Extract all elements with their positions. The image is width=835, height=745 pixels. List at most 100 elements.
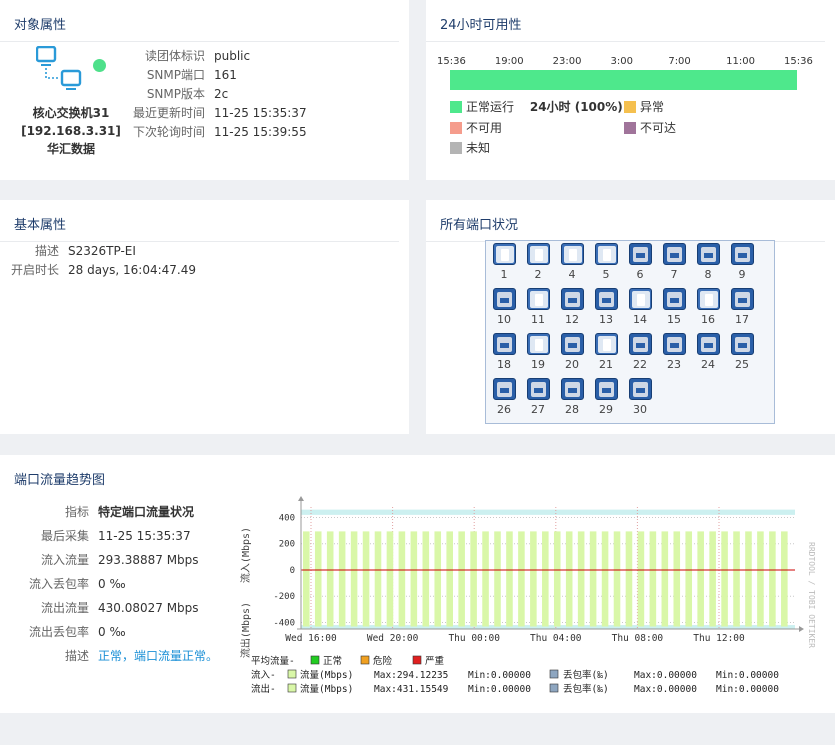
port-23[interactable]: 23 <box>662 333 686 371</box>
bar-out <box>769 569 776 627</box>
x-tick-label: Wed 20:00 <box>367 633 419 644</box>
port-9[interactable]: 9 <box>730 243 754 281</box>
bar-out <box>314 569 322 627</box>
bar-out <box>350 569 358 627</box>
port-number: 9 <box>738 268 746 281</box>
port-5[interactable]: 5 <box>594 243 618 281</box>
port-20[interactable]: 20 <box>560 333 584 371</box>
port-13[interactable]: 13 <box>594 288 618 326</box>
port-19[interactable]: 19 <box>526 333 550 371</box>
ethernet-jack-icon <box>495 246 514 263</box>
field-key: 读团体标识 <box>144 49 205 63</box>
x-axis-arrow <box>799 626 804 632</box>
device-ip: [192.168.3.31] <box>21 124 121 138</box>
port-number: 22 <box>633 358 647 371</box>
field-value: 161 <box>214 68 237 82</box>
port-2[interactable]: 2 <box>526 243 550 281</box>
port-24[interactable]: 24 <box>696 333 720 371</box>
legend-unavailable-swatch <box>450 122 462 134</box>
port-12[interactable]: 12 <box>560 288 584 326</box>
field-key: 开启时长 <box>10 263 59 277</box>
port-22[interactable]: 22 <box>628 333 652 371</box>
port-number: 20 <box>565 358 579 371</box>
ethernet-jack-icon <box>699 291 718 308</box>
port-10[interactable]: 10 <box>492 288 516 326</box>
field-key: 指标 <box>64 505 89 519</box>
bar-in <box>625 531 633 570</box>
bar-in <box>482 531 489 570</box>
normal-duration: 24小时 (100%) <box>529 100 623 114</box>
bar-out <box>482 569 489 627</box>
field-value[interactable]: 正常，端口流量正常。 <box>98 649 219 663</box>
bar-in <box>601 531 609 570</box>
legend-unreachable-swatch <box>624 122 636 134</box>
ethernet-jack-icon <box>666 247 682 262</box>
field-row: 流入丢包率 0 ‰ <box>0 572 218 596</box>
legend-danger-label: 危险 <box>373 655 393 667</box>
availability-card: 24小时可用性 15:36 19:00 23:00 3:00 7:00 11:00 15:3… <box>426 0 835 180</box>
traffic-card: 端口流量趋势图 指标 特定端口流量状况 最后采集 11-25 15:35:37 流入流量… <box>0 455 835 713</box>
port-disconnected-icon <box>492 243 516 265</box>
in-loss-swatch <box>549 669 559 679</box>
field-value: 特定端口流量状况 <box>98 505 195 519</box>
port-29[interactable]: 29 <box>594 378 618 416</box>
port-4[interactable]: 4 <box>560 243 584 281</box>
bar-in <box>745 531 752 570</box>
bar-in <box>374 531 382 570</box>
basic-properties-title: 基本属性 <box>0 200 399 242</box>
y-tick-label: -200 <box>273 592 295 602</box>
port-8[interactable]: 8 <box>696 243 720 281</box>
port-disconnected-icon <box>594 243 618 265</box>
y-tick-label: 200 <box>279 540 295 550</box>
bar-out <box>613 569 621 627</box>
bar-in <box>362 531 370 570</box>
availability-bar-fill <box>450 70 797 90</box>
port-18[interactable]: 18 <box>492 333 516 371</box>
x-tick-label: Thu 12:00 <box>693 633 745 644</box>
port-17[interactable]: 17 <box>730 288 754 326</box>
port-connected-icon <box>730 288 754 310</box>
out-loss-swatch <box>549 683 559 693</box>
out-max: Max:431.15549 <box>374 684 449 695</box>
watermark: RRDTOOL / TOBI OETIKER <box>807 542 815 648</box>
port-28[interactable]: 28 <box>560 378 584 416</box>
port-disconnected-icon <box>526 243 550 265</box>
x-tick-label: Thu 00:00 <box>448 633 500 644</box>
field-row: SNMP版本 2c <box>118 85 307 104</box>
field-value: 28 days, 16:04:47.49 <box>68 263 197 277</box>
bar-in <box>350 531 358 570</box>
port-connected-icon <box>662 288 686 310</box>
port-21[interactable]: 21 <box>594 333 618 371</box>
port-6[interactable]: 6 <box>628 243 652 281</box>
bar-out <box>326 569 334 627</box>
port-25[interactable]: 25 <box>730 333 754 371</box>
port-26[interactable]: 26 <box>492 378 516 416</box>
field-row: 流入流量 293.38887 Mbps <box>0 548 218 572</box>
port-number: 25 <box>735 358 749 371</box>
port-number: 30 <box>633 403 647 416</box>
port-11[interactable]: 11 <box>526 288 550 326</box>
in-loss-max: Max:0.00000 <box>634 670 697 681</box>
port-7[interactable]: 7 <box>662 243 686 281</box>
chart-legend: 平均流量- 正常 危险 严重 流入- 流量(Mbps) Max:294.1223… <box>251 655 779 695</box>
port-30[interactable]: 30 <box>628 378 652 416</box>
bar-in <box>386 531 394 570</box>
bar-in <box>781 531 788 570</box>
port-connected-icon <box>628 378 652 400</box>
basic-field-list: 描述 S2326TP-EI 开启时长 28 days, 16:04:47.49 <box>0 242 196 280</box>
port-number: 21 <box>599 358 613 371</box>
port-1[interactable]: 1 <box>492 243 516 281</box>
port-15[interactable]: 15 <box>662 288 686 326</box>
availability-time-axis: 15:36 19:00 23:00 3:00 7:00 11:00 15:36 <box>426 56 835 68</box>
ethernet-jack-icon <box>631 291 650 308</box>
port-27[interactable]: 27 <box>526 378 550 416</box>
out-flow-swatch <box>287 683 297 693</box>
port-14[interactable]: 14 <box>628 288 652 326</box>
status-indicator <box>93 59 106 72</box>
bar-in <box>470 531 477 570</box>
legend-danger-swatch <box>360 655 370 665</box>
bar-in <box>338 531 346 570</box>
port-disconnected-icon <box>628 288 652 310</box>
port-16[interactable]: 16 <box>696 288 720 326</box>
port-connected-icon <box>696 333 720 355</box>
